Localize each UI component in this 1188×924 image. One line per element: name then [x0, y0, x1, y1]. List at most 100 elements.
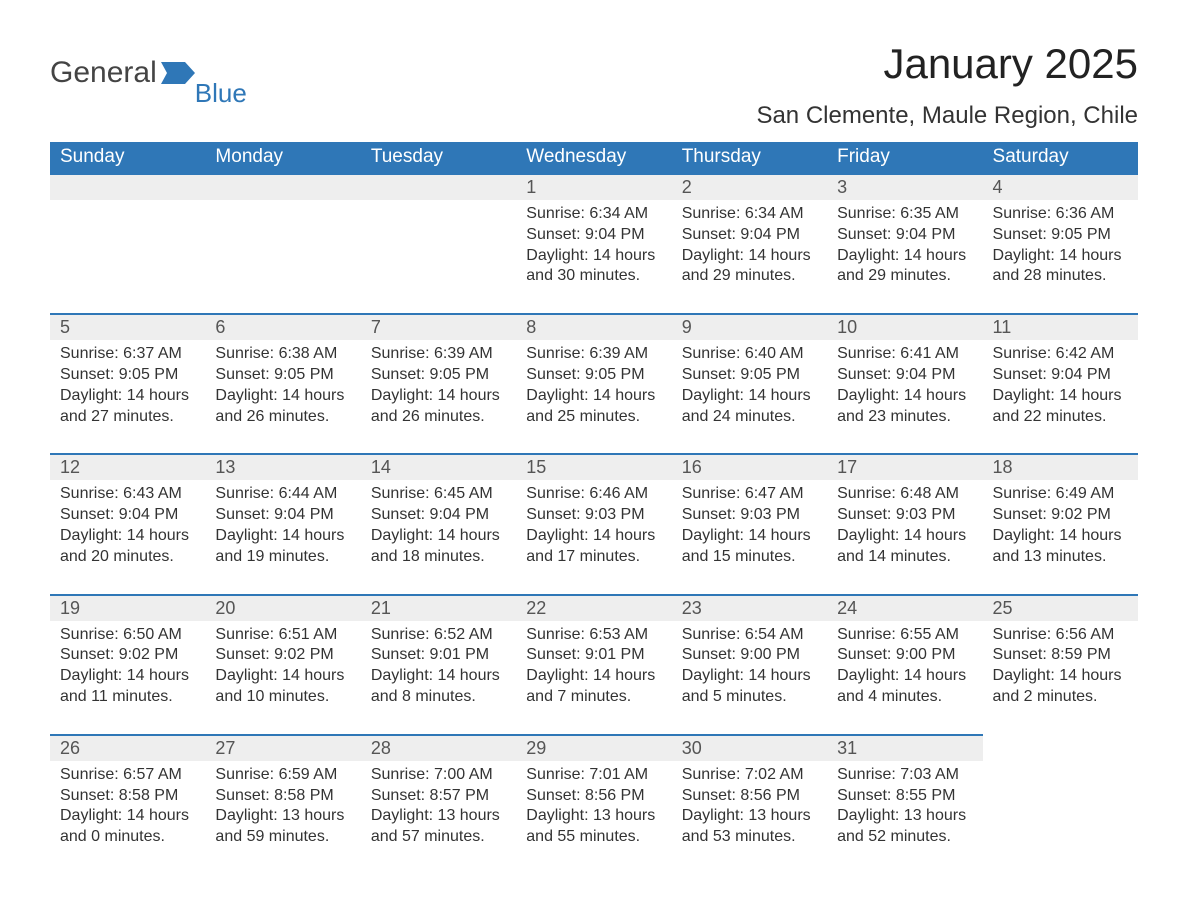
daylight-text: Daylight: 14 hours and 26 minutes.	[215, 386, 350, 428]
sunrise-text: Sunrise: 7:01 AM	[526, 765, 661, 786]
day-info: Sunrise: 6:57 AMSunset: 8:58 PMDaylight:…	[60, 765, 195, 848]
day-number: 12	[50, 453, 205, 480]
daylight-text: Daylight: 14 hours and 5 minutes.	[682, 666, 817, 708]
day-cell: 6Sunrise: 6:38 AMSunset: 9:05 PMDaylight…	[205, 313, 360, 431]
sunrise-text: Sunrise: 6:35 AM	[837, 204, 972, 225]
sunset-text: Sunset: 9:05 PM	[60, 365, 195, 386]
sunrise-text: Sunrise: 7:02 AM	[682, 765, 817, 786]
sunrise-text: Sunrise: 6:49 AM	[993, 484, 1128, 505]
sunset-text: Sunset: 8:57 PM	[371, 786, 506, 807]
flag-icon	[161, 62, 195, 89]
sunset-text: Sunset: 9:05 PM	[215, 365, 350, 386]
sunset-text: Sunset: 9:01 PM	[371, 645, 506, 666]
week-row: 12Sunrise: 6:43 AMSunset: 9:04 PMDayligh…	[50, 453, 1138, 571]
day-cell	[361, 173, 516, 291]
daylight-text: Daylight: 14 hours and 14 minutes.	[837, 526, 972, 568]
daylight-text: Daylight: 14 hours and 10 minutes.	[215, 666, 350, 708]
day-cell: 1Sunrise: 6:34 AMSunset: 9:04 PMDaylight…	[516, 173, 671, 291]
weekday-label: Thursday	[672, 142, 827, 173]
header: General Blue January 2025 San Clemente, …	[50, 40, 1138, 130]
sunset-text: Sunset: 8:55 PM	[837, 786, 972, 807]
sunrise-text: Sunrise: 6:50 AM	[60, 625, 195, 646]
day-cell	[50, 173, 205, 291]
daylight-text: Daylight: 13 hours and 53 minutes.	[682, 806, 817, 848]
logo-word2: Blue	[195, 78, 247, 109]
sunrise-text: Sunrise: 6:52 AM	[371, 625, 506, 646]
day-cell: 17Sunrise: 6:48 AMSunset: 9:03 PMDayligh…	[827, 453, 982, 571]
day-cell: 18Sunrise: 6:49 AMSunset: 9:02 PMDayligh…	[983, 453, 1138, 571]
month-title: January 2025	[756, 40, 1138, 88]
sunset-text: Sunset: 8:58 PM	[60, 786, 195, 807]
daylight-text: Daylight: 14 hours and 30 minutes.	[526, 246, 661, 288]
weekday-label: Saturday	[983, 142, 1138, 173]
day-info: Sunrise: 7:01 AMSunset: 8:56 PMDaylight:…	[526, 765, 661, 848]
day-number: 2	[672, 173, 827, 200]
sunset-text: Sunset: 9:00 PM	[837, 645, 972, 666]
daylight-text: Daylight: 14 hours and 26 minutes.	[371, 386, 506, 428]
day-cell: 5 Sunrise: 6:37 AMSunset: 9:05 PMDaylight…	[50, 313, 205, 431]
sunrise-text: Sunrise: 6:55 AM	[837, 625, 972, 646]
day-number: 16	[672, 453, 827, 480]
day-cell: 29Sunrise: 7:01 AMSunset: 8:56 PMDayligh…	[516, 734, 671, 852]
sunset-text: Sunset: 9:05 PM	[682, 365, 817, 386]
day-info: Sunrise: 6:36 AMSunset: 9:05 PMDaylight:…	[993, 204, 1128, 287]
sunset-text: Sunset: 9:04 PM	[215, 505, 350, 526]
day-number: 9	[672, 313, 827, 340]
day-number: 7	[361, 313, 516, 340]
day-info: Sunrise: 6:52 AMSunset: 9:01 PMDaylight:…	[371, 625, 506, 708]
sunset-text: Sunset: 9:04 PM	[993, 365, 1128, 386]
sunrise-text: Sunrise: 6:59 AM	[215, 765, 350, 786]
day-cell: 13Sunrise: 6:44 AMSunset: 9:04 PMDayligh…	[205, 453, 360, 571]
sunrise-text: Sunrise: 6:41 AM	[837, 344, 972, 365]
daylight-text: Daylight: 14 hours and 29 minutes.	[682, 246, 817, 288]
sunset-text: Sunset: 9:03 PM	[526, 505, 661, 526]
calendar-grid: SundayMondayTuesdayWednesdayThursdayFrid…	[50, 142, 1138, 852]
day-cell: 27 Sunrise: 6:59 AMSunset: 8:58 PMDayligh…	[205, 734, 360, 852]
sunset-text: Sunset: 9:04 PM	[60, 505, 195, 526]
day-cell: 25Sunrise: 6:56 AMSunset: 8:59 PMDayligh…	[983, 594, 1138, 712]
day-info: Sunrise: 7:02 AMSunset: 8:56 PMDaylight:…	[682, 765, 817, 848]
day-cell	[205, 173, 360, 291]
sunset-text: Sunset: 9:04 PM	[371, 505, 506, 526]
day-info: Sunrise: 6:34 AMSunset: 9:04 PMDaylight:…	[682, 204, 817, 287]
day-info: Sunrise: 6:59 AMSunset: 8:58 PMDaylight:…	[215, 765, 350, 848]
day-cell: 28Sunrise: 7:00 AMSunset: 8:57 PMDayligh…	[361, 734, 516, 852]
weekday-label: Friday	[827, 142, 982, 173]
day-info: Sunrise: 6:37 AMSunset: 9:05 PMDaylight:…	[60, 344, 195, 427]
day-info: Sunrise: 6:48 AMSunset: 9:03 PMDaylight:…	[837, 484, 972, 567]
day-cell: 21Sunrise: 6:52 AMSunset: 9:01 PMDayligh…	[361, 594, 516, 712]
daylight-text: Daylight: 14 hours and 24 minutes.	[682, 386, 817, 428]
sunrise-text: Sunrise: 6:38 AM	[215, 344, 350, 365]
sunset-text: Sunset: 9:04 PM	[682, 225, 817, 246]
day-info: Sunrise: 6:39 AMSunset: 9:05 PMDaylight:…	[526, 344, 661, 427]
sunset-text: Sunset: 9:05 PM	[993, 225, 1128, 246]
sunrise-text: Sunrise: 7:03 AM	[837, 765, 972, 786]
day-cell: 30Sunrise: 7:02 AMSunset: 8:56 PMDayligh…	[672, 734, 827, 852]
daylight-text: Daylight: 14 hours and 17 minutes.	[526, 526, 661, 568]
day-number: 18	[983, 453, 1138, 480]
sunset-text: Sunset: 9:04 PM	[837, 225, 972, 246]
day-number: 25	[983, 594, 1138, 621]
day-number: 15	[516, 453, 671, 480]
sunset-text: Sunset: 9:04 PM	[837, 365, 972, 386]
day-number: 13	[205, 453, 360, 480]
week-row: 1Sunrise: 6:34 AMSunset: 9:04 PMDaylight…	[50, 173, 1138, 291]
sunset-text: Sunset: 9:02 PM	[60, 645, 195, 666]
day-number: 14	[361, 453, 516, 480]
sunset-text: Sunset: 9:02 PM	[215, 645, 350, 666]
sunset-text: Sunset: 9:00 PM	[682, 645, 817, 666]
sunrise-text: Sunrise: 7:00 AM	[371, 765, 506, 786]
daylight-text: Daylight: 14 hours and 8 minutes.	[371, 666, 506, 708]
day-number: 27	[205, 734, 360, 761]
day-info: Sunrise: 6:43 AMSunset: 9:04 PMDaylight:…	[60, 484, 195, 567]
sunset-text: Sunset: 9:02 PM	[993, 505, 1128, 526]
daylight-text: Daylight: 13 hours and 59 minutes.	[215, 806, 350, 848]
day-info: Sunrise: 6:51 AMSunset: 9:02 PMDaylight:…	[215, 625, 350, 708]
daylight-text: Daylight: 13 hours and 57 minutes.	[371, 806, 506, 848]
sunrise-text: Sunrise: 6:56 AM	[993, 625, 1128, 646]
sunrise-text: Sunrise: 6:43 AM	[60, 484, 195, 505]
day-number: 5	[50, 313, 205, 340]
day-cell: 14Sunrise: 6:45 AMSunset: 9:04 PMDayligh…	[361, 453, 516, 571]
day-number: 3	[827, 173, 982, 200]
day-info: Sunrise: 6:40 AMSunset: 9:05 PMDaylight:…	[682, 344, 817, 427]
